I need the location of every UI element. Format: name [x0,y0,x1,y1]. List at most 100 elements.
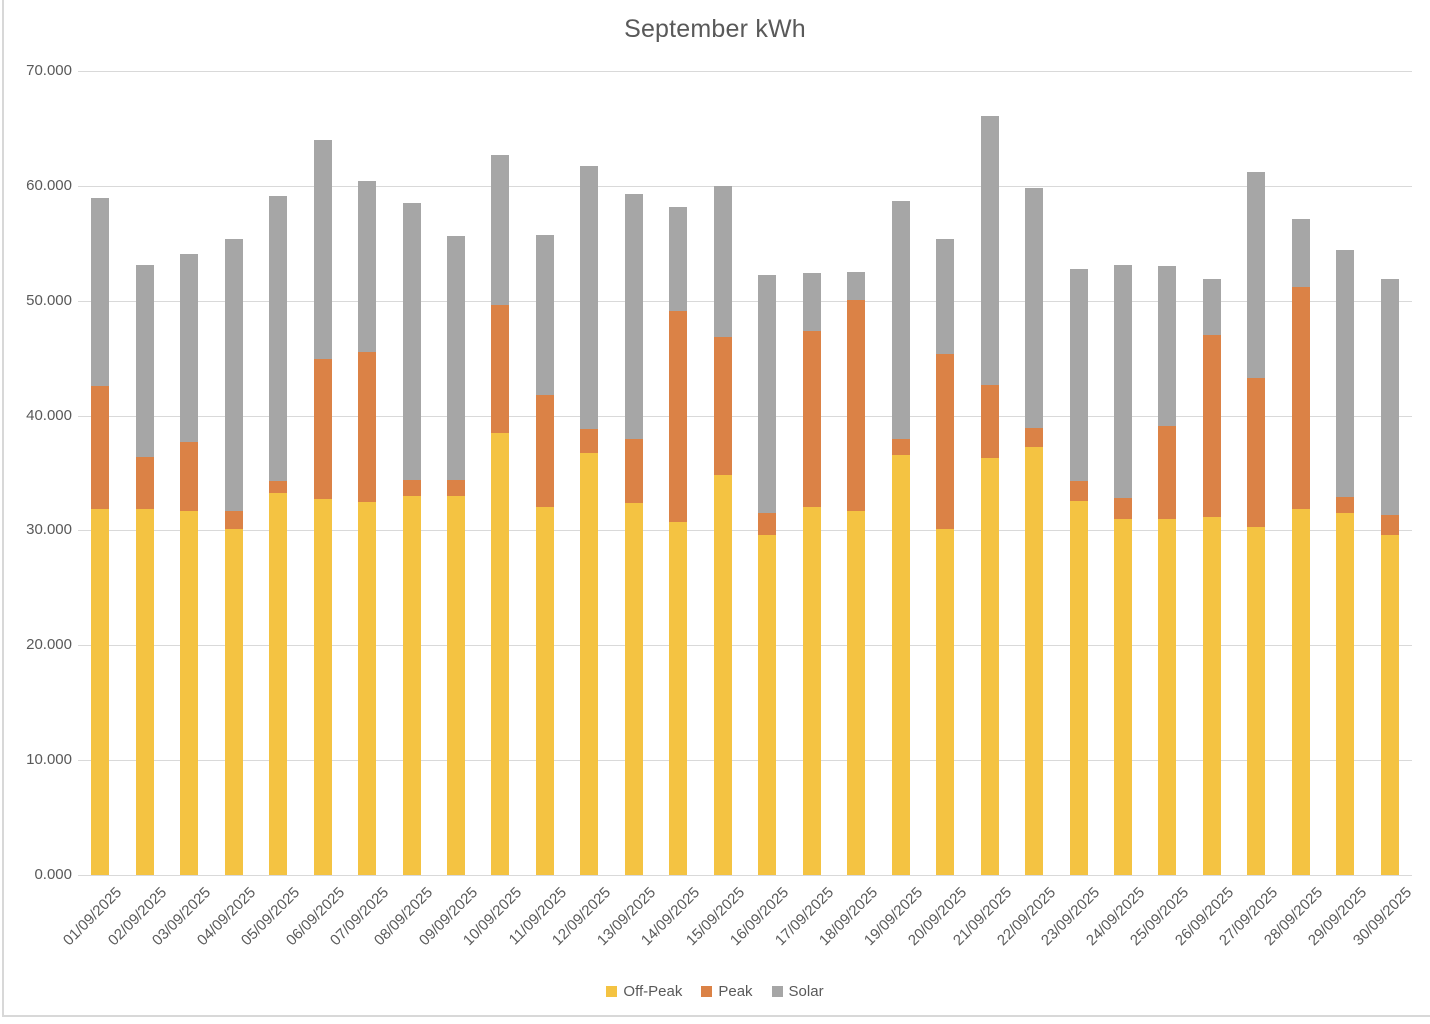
bar-segment-solar [358,181,377,353]
bar-segment-solar [580,166,599,430]
bar-segment-off-peak [224,529,243,875]
bar-segment-off-peak [446,495,465,875]
chart-title: September kWh [624,15,806,43]
legend-label: Peak [718,983,753,1000]
bar-segment-off-peak [402,495,421,875]
bar-segment-off-peak [1158,518,1177,875]
bar-segment-solar [180,253,199,442]
legend-label: Off-Peak [623,983,683,1000]
bar-segment-solar [1291,219,1310,287]
gridline [78,530,1412,532]
bar-segment-peak [669,311,688,523]
bar-segment-solar [446,236,465,480]
y-axis-tick-label: 10.000 [26,751,72,769]
gridline [78,415,1412,417]
bar-segment-solar [1025,188,1044,429]
bar-segment-off-peak [802,507,821,875]
bar-segment-solar [1158,266,1177,426]
bar-segment-solar [135,265,154,457]
bar-segment-off-peak [669,522,688,875]
bar-segment-solar [1202,278,1221,336]
bar-segment-solar [936,238,955,354]
gridline [78,760,1412,762]
gridline [78,185,1412,187]
bar-segment-off-peak [624,502,643,875]
window-border-left [2,0,4,1016]
gridline [78,645,1412,647]
y-axis-tick-label: 30.000 [26,521,72,539]
bar-segment-solar [713,185,732,338]
bar-segment-off-peak [1069,500,1088,875]
bar-segment-solar [313,139,332,360]
bar-segment-peak [135,456,154,509]
bar-segment-peak [402,479,421,496]
legend-swatch-peak [701,986,713,997]
bar-segment-off-peak [91,508,110,875]
bar-segment-solar [91,198,110,386]
bar-segment-peak [491,305,510,433]
bar-segment-off-peak [847,510,866,875]
bar-segment-solar [269,196,288,482]
bar-segment-off-peak [135,508,154,875]
bar-segment-off-peak [580,453,599,875]
bar-segment-off-peak [758,535,777,875]
bar-segment-off-peak [980,458,999,875]
bar-segment-peak [224,510,243,530]
bar-segment-solar [1336,250,1355,498]
bar-segment-peak [758,513,777,535]
legend-item-off-peak: Off-Peak [606,984,682,999]
bar-segment-peak [1291,286,1310,509]
bar-segment-peak [847,299,866,511]
bar-segment-peak [624,438,643,503]
bar-segment-peak [180,441,199,511]
y-axis-tick-label: 40.000 [26,406,72,424]
y-axis-tick-label: 0.000 [34,866,72,883]
bar-segment-peak [358,352,377,502]
bar-segment-off-peak [1113,518,1132,875]
bar-segment-peak [936,353,955,530]
bar-segment-peak [446,479,465,496]
y-axis-tick-label: 50.000 [26,291,72,309]
bar-segment-solar [491,154,510,306]
bar-segment-solar [1380,278,1399,516]
bar-segment-off-peak [936,529,955,875]
bar-segment-off-peak [313,499,332,875]
bar-segment-peak [891,438,910,455]
legend-swatch-solar [771,986,783,997]
bar-segment-peak [91,385,110,509]
bar-segment-solar [1113,265,1132,499]
bar-segment-off-peak [180,510,199,875]
bar-segment-peak [802,330,821,508]
gridline [78,300,1412,302]
bar-segment-peak [535,394,554,508]
bar-segment-peak [1069,481,1088,501]
bar-segment-off-peak [1380,535,1399,875]
bar-segment-solar [1069,268,1088,482]
bar-segment-solar [224,238,243,511]
bar-segment-solar [1247,172,1266,378]
y-axis-tick-label: 60.000 [26,176,72,194]
bar-segment-solar [624,193,643,439]
y-axis-tick-label: 20.000 [26,636,72,654]
bar-segment-solar [669,206,688,312]
gridline [78,71,1412,72]
bar-segment-solar [980,115,999,385]
bar-segment-peak [1158,425,1177,519]
bar-segment-solar [802,273,821,331]
bar-segment-off-peak [491,432,510,875]
bar-segment-peak [580,429,599,454]
bar-segment-off-peak [891,454,910,875]
bar-segment-off-peak [535,507,554,875]
bar-segment-solar [402,203,421,480]
bar-segment-off-peak [713,475,732,875]
bar-segment-off-peak [358,501,377,875]
bar-segment-peak [980,384,999,459]
bar-segment-off-peak [1025,446,1044,875]
legend-label: Solar [788,983,824,1000]
bar-segment-solar [891,200,910,439]
bar-segment-off-peak [1202,516,1221,875]
bar-segment-off-peak [1247,526,1266,875]
bar-segment-off-peak [269,492,288,875]
